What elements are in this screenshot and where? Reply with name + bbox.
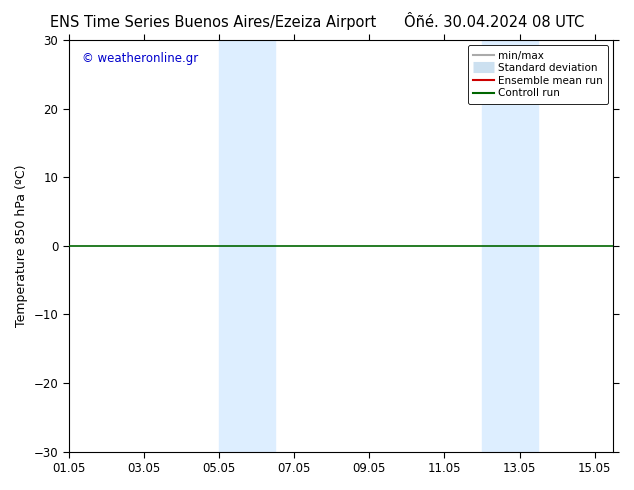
Text: © weatheronline.gr: © weatheronline.gr [82,52,198,66]
Y-axis label: Temperature 850 hPa (ºC): Temperature 850 hPa (ºC) [15,165,28,327]
Text: ENS Time Series Buenos Aires/Ezeiza Airport      Ôñé. 30.04.2024 08 UTC: ENS Time Series Buenos Aires/Ezeiza Airp… [50,12,584,30]
Bar [482,40,538,452]
Bar [219,40,275,452]
Legend: min/max, Standard deviation, Ensemble mean run, Controll run: min/max, Standard deviation, Ensemble me… [468,46,608,103]
